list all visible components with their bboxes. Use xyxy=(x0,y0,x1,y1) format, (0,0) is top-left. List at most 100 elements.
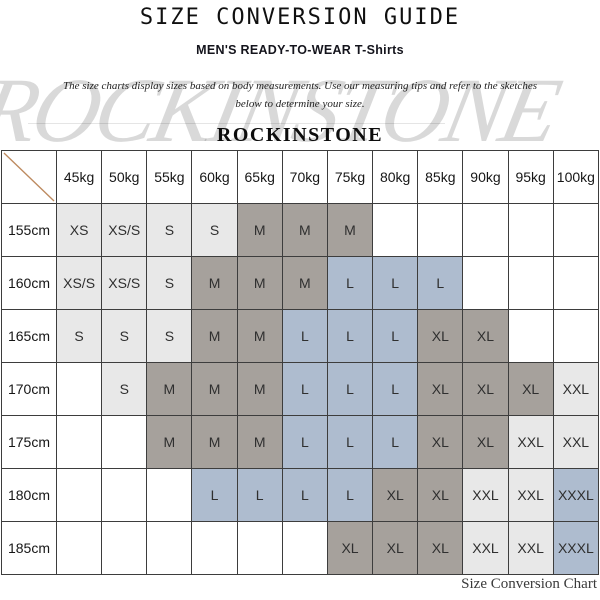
size-cell: L xyxy=(281,309,328,363)
size-cell: L xyxy=(326,362,374,416)
table-row: 175cm M M M L L L XL XL XXL XXL xyxy=(1,415,600,469)
corner-cell xyxy=(1,150,57,204)
size-cell: XS/S xyxy=(101,256,148,310)
size-cell xyxy=(507,256,554,310)
size-cell xyxy=(552,309,600,363)
size-cell: XS/S xyxy=(101,203,148,257)
size-cell: XXL xyxy=(552,415,600,469)
weight-header: 85kg xyxy=(417,150,464,204)
size-cell: XL xyxy=(417,309,464,363)
size-cell xyxy=(507,203,554,257)
size-cell: XL xyxy=(462,362,509,416)
size-cell: S xyxy=(55,309,103,363)
size-cell: L xyxy=(236,468,283,522)
size-cell xyxy=(55,362,103,416)
weight-header: 65kg xyxy=(236,150,283,204)
size-cell: M xyxy=(191,256,238,310)
size-cell xyxy=(55,415,103,469)
description-line-1: The size charts display sizes based on b… xyxy=(63,80,537,92)
size-cell xyxy=(372,203,419,257)
size-cell: L xyxy=(326,415,374,469)
size-cell: M xyxy=(236,256,283,310)
size-cell: L xyxy=(417,256,464,310)
size-cell: M xyxy=(236,362,283,416)
size-cell: M xyxy=(236,309,283,363)
size-cell: M xyxy=(146,415,193,469)
size-cell: L xyxy=(281,415,328,469)
size-cell xyxy=(236,521,283,575)
weight-header: 75kg xyxy=(326,150,374,204)
size-cell xyxy=(281,521,328,575)
size-cell: S xyxy=(146,309,193,363)
size-cell: XL xyxy=(507,362,554,416)
size-cell: L xyxy=(191,468,238,522)
table-row: 165cm S S S M M L L L XL XL xyxy=(1,309,600,363)
size-cell xyxy=(507,309,554,363)
size-cell: L xyxy=(372,309,419,363)
weight-header: 70kg xyxy=(281,150,328,204)
size-cell: L xyxy=(372,362,419,416)
size-cell xyxy=(462,256,509,310)
table-row: 160cm XS/S XS/S S M M M L L L xyxy=(1,256,600,310)
height-label: 160cm xyxy=(1,256,57,310)
size-cell: XL xyxy=(417,362,464,416)
size-cell xyxy=(417,203,464,257)
size-cell: L xyxy=(326,309,374,363)
size-cell: XXL xyxy=(552,362,600,416)
weight-header: 55kg xyxy=(146,150,193,204)
size-cell: L xyxy=(372,415,419,469)
weight-header: 60kg xyxy=(191,150,238,204)
size-cell: XL xyxy=(417,468,464,522)
size-cell: S xyxy=(101,362,148,416)
size-cell: L xyxy=(281,362,328,416)
size-cell: L xyxy=(281,468,328,522)
table-row: 170cm S M M M L L L XL XL XL XXL xyxy=(1,362,600,416)
height-label: 180cm xyxy=(1,468,57,522)
size-cell: M xyxy=(191,415,238,469)
size-cell: L xyxy=(326,468,374,522)
table-row: 180cm L L L L XL XL XXL XXL XXXL xyxy=(1,468,600,522)
size-cell xyxy=(101,468,148,522)
size-cell xyxy=(55,468,103,522)
size-cell: M xyxy=(281,203,328,257)
size-cell: XL xyxy=(417,521,464,575)
size-cell: XL xyxy=(326,521,374,575)
divider-line xyxy=(28,123,445,124)
size-cell: M xyxy=(281,256,328,310)
size-cell: XL xyxy=(462,415,509,469)
height-label: 165cm xyxy=(1,309,57,363)
size-cell: XXL xyxy=(462,468,509,522)
size-cell: M xyxy=(236,203,283,257)
height-label: 185cm xyxy=(1,521,57,575)
height-label: 175cm xyxy=(1,415,57,469)
size-cell xyxy=(552,203,600,257)
weight-header: 100kg xyxy=(552,150,600,204)
description: The size charts display sizes based on b… xyxy=(0,77,600,113)
size-cell: XS/S xyxy=(55,256,103,310)
size-cell xyxy=(552,256,600,310)
table-row: 155cm XS XS/S S S M M M xyxy=(1,203,600,257)
size-cell: XL xyxy=(372,521,419,575)
size-cell: XS xyxy=(55,203,103,257)
size-cell xyxy=(462,203,509,257)
size-cell: S xyxy=(146,203,193,257)
size-cell: L xyxy=(372,256,419,310)
size-cell: XXXL xyxy=(552,468,600,522)
size-cell: M xyxy=(191,362,238,416)
height-label: 170cm xyxy=(1,362,57,416)
diagonal-line-icon xyxy=(3,152,55,202)
size-cell: XXL xyxy=(507,415,554,469)
brand-title: ROCKINSTONE xyxy=(216,124,384,146)
size-cell xyxy=(146,468,193,522)
size-cell: XL xyxy=(462,309,509,363)
size-cell: XXL xyxy=(462,521,509,575)
size-cell xyxy=(101,521,148,575)
size-cell: M xyxy=(326,203,374,257)
size-cell xyxy=(146,521,193,575)
weight-header: 90kg xyxy=(462,150,509,204)
weight-header: 95kg xyxy=(507,150,554,204)
weight-header: 50kg xyxy=(101,150,148,204)
weight-header: 80kg xyxy=(372,150,419,204)
size-cell: XXL xyxy=(507,468,554,522)
size-cell: XXXL xyxy=(552,521,600,575)
